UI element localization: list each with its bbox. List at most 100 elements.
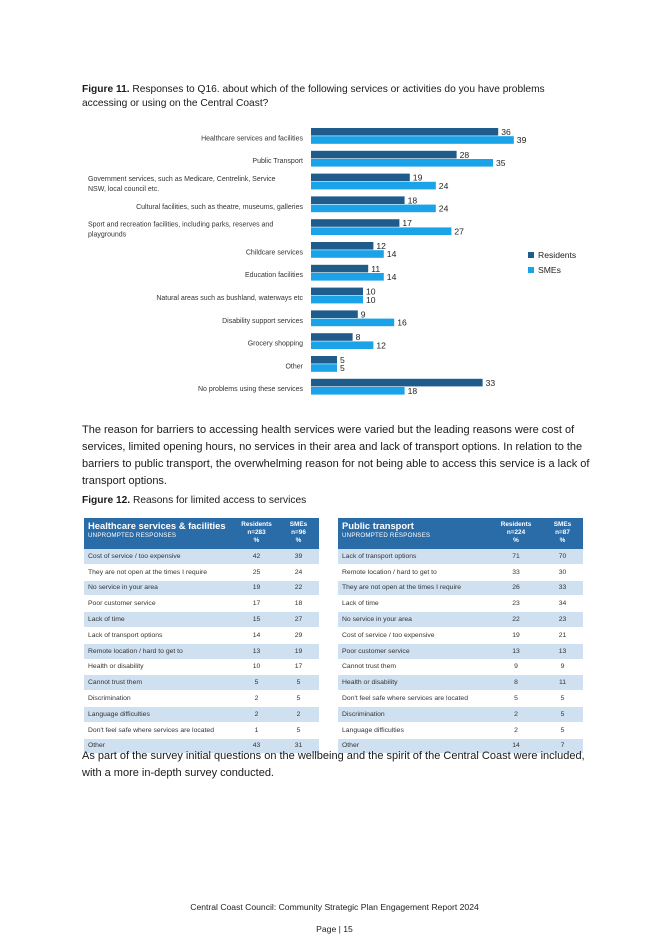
row-label: Other xyxy=(338,738,490,755)
residents-value: 8 xyxy=(490,674,542,692)
row-label: Poor customer service xyxy=(84,595,235,613)
row-label: No service in your area xyxy=(338,611,490,628)
row-label: Discrimination xyxy=(338,706,490,723)
table-row: Health or disability 10 17 xyxy=(84,659,319,676)
public-transport-reasons-table: Public transport UNPROMPTED RESPONSES Re… xyxy=(338,518,583,755)
smes-value: 29 xyxy=(278,627,319,644)
residents-value: 2 xyxy=(235,690,278,707)
bar-smes xyxy=(311,204,436,213)
bar-value-label: 10 xyxy=(366,295,376,305)
category-label: Grocery shopping xyxy=(248,341,303,348)
bar-value-label: 17 xyxy=(402,218,412,228)
paragraph-barriers: The reason for barriers to accessing hea… xyxy=(82,424,590,487)
smes-value: 33 xyxy=(542,580,583,597)
row-label: Lack of transport options xyxy=(338,549,490,565)
bar-smes xyxy=(311,318,395,327)
table-row: Poor customer service 17 18 xyxy=(84,595,319,613)
smes-value: 13 xyxy=(542,643,583,660)
residents-value: 15 xyxy=(235,611,278,628)
category-label: Other xyxy=(285,363,303,370)
residents-value: 1 xyxy=(235,722,278,739)
bar-value-label: 39 xyxy=(517,135,527,145)
smes-value: 70 xyxy=(542,549,583,565)
category-label: NSW, local council etc. xyxy=(88,186,159,193)
bar-residents xyxy=(311,128,499,136)
bar-value-label: 5 xyxy=(340,363,345,373)
smes-column-header: SMEs n=87 % xyxy=(542,518,583,549)
category-label: Healthcare services and facilities xyxy=(201,135,303,142)
bar-value-label: 36 xyxy=(501,127,511,137)
bar-smes xyxy=(311,136,514,144)
row-label: Language difficulties xyxy=(84,706,235,723)
row-label: Discrimination xyxy=(84,690,235,707)
bar-residents xyxy=(311,356,337,364)
category-label: playgrounds xyxy=(88,232,127,239)
residents-value: 25 xyxy=(235,564,278,581)
row-label: Other xyxy=(84,738,235,755)
bar-value-label: 24 xyxy=(439,204,449,214)
table-row: Lack of transport options 14 29 xyxy=(84,627,319,644)
residents-value: 5 xyxy=(490,690,542,707)
row-label: No service in your area xyxy=(84,580,235,597)
bar-value-label: 10 xyxy=(366,287,376,297)
category-label: No problems using these services xyxy=(198,386,304,393)
bar-value-label: 14 xyxy=(387,272,397,282)
figure-11-label: Figure 11. xyxy=(82,84,130,95)
bar-smes xyxy=(311,181,436,190)
bar-value-label: 35 xyxy=(496,158,506,168)
row-label: Cannot trust them xyxy=(338,659,490,676)
table-row: Cannot trust them 5 5 xyxy=(84,674,319,692)
bar-residents xyxy=(311,310,358,318)
table-subtitle: UNPROMPTED RESPONSES xyxy=(88,532,177,539)
residents-value: 23 xyxy=(490,595,542,613)
table-row: Cannot trust them 9 9 xyxy=(338,659,583,676)
bar-value-label: 9 xyxy=(361,309,366,319)
row-label: Health or disability xyxy=(84,659,235,676)
legend-label-smes: SMEs xyxy=(538,265,561,275)
row-label: Health or disability xyxy=(338,674,490,692)
category-label: Disability support services xyxy=(222,318,303,325)
smes-value: 19 xyxy=(278,643,319,660)
bar-value-label: 14 xyxy=(387,249,397,259)
table-row: Don't feel safe where services are locat… xyxy=(84,722,319,739)
smes-value: 30 xyxy=(542,564,583,581)
smes-value: 23 xyxy=(542,611,583,628)
residents-value: 13 xyxy=(490,643,542,660)
col-header-line: Residents xyxy=(241,521,272,528)
residents-value: 2 xyxy=(490,722,542,739)
bar-smes xyxy=(311,250,384,258)
residents-value: 19 xyxy=(235,580,278,597)
row-label: Lack of time xyxy=(84,611,235,628)
bar-residents xyxy=(311,173,410,182)
figure-11-caption: Figure 11. Responses to Q16. about which… xyxy=(82,83,592,111)
bar-residents xyxy=(311,219,400,227)
smes-value: 34 xyxy=(542,595,583,613)
footer-report-title: Central Coast Council: Community Strateg… xyxy=(190,902,479,912)
col-header-line: Residents xyxy=(500,521,532,528)
smes-value: 5 xyxy=(278,674,319,692)
bar-residents xyxy=(311,378,483,387)
bar-smes xyxy=(311,273,384,281)
row-label: Lack of transport options xyxy=(84,627,235,644)
smes-value: 21 xyxy=(542,627,583,644)
bar-smes xyxy=(311,341,374,349)
bar-residents xyxy=(311,287,363,296)
row-label: Don't feel safe where services are locat… xyxy=(84,722,235,739)
bar-residents xyxy=(311,264,369,273)
residents-value: 2 xyxy=(235,706,278,723)
smes-value: 24 xyxy=(278,564,319,581)
residents-value: 19 xyxy=(490,627,542,644)
paragraph-wellbeing: As part of the survey initial questions … xyxy=(82,750,585,779)
residents-value: 42 xyxy=(235,549,278,565)
col-header-line: n=283 xyxy=(247,529,266,536)
bar-residents xyxy=(311,196,405,204)
table-row: They are not open at the times I require… xyxy=(84,564,319,581)
residents-value: 33 xyxy=(490,564,542,581)
bar-value-label: 27 xyxy=(454,226,464,236)
bar-value-label: 8 xyxy=(356,332,361,342)
table-title: Healthcare services & facilities UNPROMP… xyxy=(84,518,235,549)
category-label: Natural areas such as bushland, waterway… xyxy=(156,295,303,302)
residents-value: 26 xyxy=(490,580,542,597)
residents-value: 22 xyxy=(490,611,542,628)
residents-value: 2 xyxy=(490,706,542,723)
